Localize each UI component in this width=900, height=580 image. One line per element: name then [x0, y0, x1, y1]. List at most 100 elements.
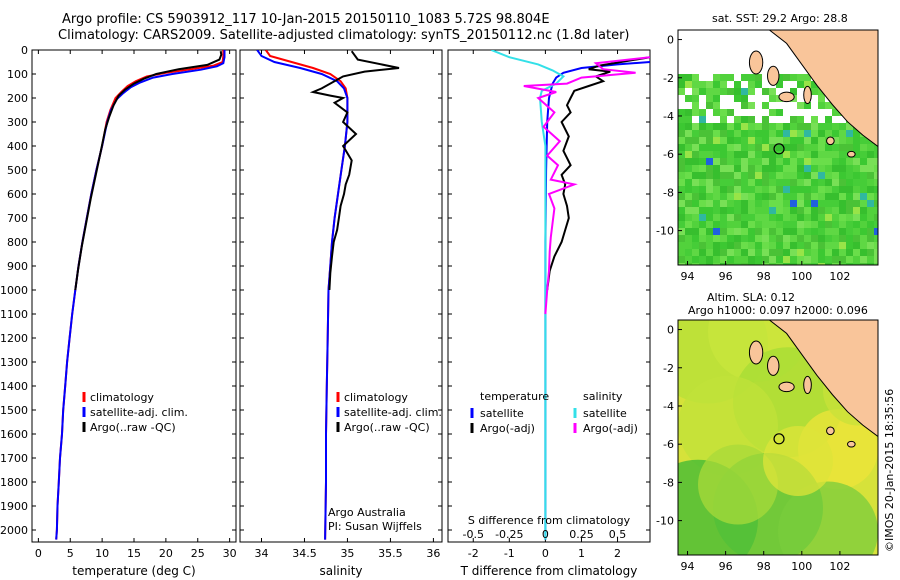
sst-cell [769, 123, 776, 130]
sst-cell [811, 186, 818, 193]
sst-cell [706, 214, 713, 221]
sst-cell [797, 256, 804, 263]
island [847, 440, 856, 448]
depth-tick-label: 1600 [0, 428, 28, 441]
sst-cell [734, 130, 741, 137]
sla-map-title-line2: Argo h1000: 0.097 h2000: 0.096 [688, 304, 868, 317]
sst-cell [685, 193, 692, 200]
sst-cell [797, 81, 804, 88]
sst-cell [776, 109, 783, 116]
top-tick-label: 0.25 [569, 528, 594, 541]
sst-cell [748, 102, 755, 109]
sst-cell [853, 165, 860, 172]
sst-cell [818, 179, 825, 186]
sst-cell [867, 235, 874, 242]
sst-cell [678, 144, 685, 151]
sst-cell [727, 123, 734, 130]
map-x-tick-label: 98 [757, 270, 771, 283]
sst-cell [685, 137, 692, 144]
sst-cell [692, 172, 699, 179]
sst-cell [790, 235, 797, 242]
sst-cell [783, 179, 790, 186]
sst-cell [804, 263, 811, 265]
sst-cell [762, 165, 769, 172]
sst-cell [741, 88, 748, 95]
sst-cell [825, 207, 832, 214]
sst-cell [769, 235, 776, 242]
sst-cell [790, 74, 797, 81]
sst-cell [678, 186, 685, 193]
sst-cell [860, 172, 867, 179]
sst-cell [853, 144, 860, 151]
sst-cell [685, 172, 692, 179]
sst-cell [846, 263, 853, 265]
sst-cell [734, 228, 741, 235]
sst-cell [755, 179, 762, 186]
sst-cell [874, 179, 878, 186]
sst-cell [734, 116, 741, 123]
sst-cell [853, 263, 860, 265]
sst-cell [839, 186, 846, 193]
sst-cell [783, 74, 790, 81]
sst-cell [860, 235, 867, 242]
sst-cell [804, 137, 811, 144]
sst-cell [748, 228, 755, 235]
sst-cell [692, 95, 699, 102]
sst-cell [797, 263, 804, 265]
x-tick-label: 34 [254, 547, 268, 560]
sst-cell [811, 88, 818, 95]
sst-cell [790, 228, 797, 235]
sst-cell [762, 186, 769, 193]
sst-cell [811, 116, 818, 123]
sst-cell [734, 242, 741, 249]
sst-cell [692, 242, 699, 249]
sst-cell [818, 221, 825, 228]
sst-cell [720, 207, 727, 214]
sst-cell [727, 228, 734, 235]
sst-cell [678, 228, 685, 235]
sst-cell [748, 179, 755, 186]
figure-title-line1: Argo profile: CS 5903912_117 10-Jan-2015… [62, 12, 550, 27]
sst-cell [769, 158, 776, 165]
sst-cell [685, 81, 692, 88]
sst-cell [874, 193, 878, 200]
sst-cell [678, 172, 685, 179]
sst-cell [741, 235, 748, 242]
sst-cell [755, 137, 762, 144]
sst-cell [762, 214, 769, 221]
depth-tick-label: 900 [7, 260, 28, 273]
sst-cell [811, 137, 818, 144]
sst-cell [720, 130, 727, 137]
sst-cell [720, 158, 727, 165]
sst-cell [720, 249, 727, 256]
sst-cell [699, 228, 706, 235]
sst-cell [832, 235, 839, 242]
legend-label: Argo(..raw -QC) [344, 421, 430, 434]
sst-cell [853, 186, 860, 193]
sst-cell [867, 256, 874, 263]
x-tick-label: 20 [159, 547, 173, 560]
sst-cell [804, 207, 811, 214]
sst-cell [762, 221, 769, 228]
legend-title: salinity [583, 390, 623, 403]
sst-cell [748, 151, 755, 158]
sst-cell [860, 137, 867, 144]
sst-cell [741, 200, 748, 207]
sst-cell [790, 193, 797, 200]
sst-cell [867, 179, 874, 186]
island [748, 340, 764, 365]
sst-cell [797, 123, 804, 130]
pi-label: PI: Susan Wijffels [328, 520, 422, 533]
sst-cell [825, 165, 832, 172]
sst-cell [685, 249, 692, 256]
sst-cell [713, 193, 720, 200]
sst-cell [811, 256, 818, 263]
sst-cell [846, 165, 853, 172]
sst-cell [713, 207, 720, 214]
map-sst_map: 94 96 98 100 102 0 -2 -4 -6 -8 -10 [656, 29, 879, 283]
sst-cell [741, 151, 748, 158]
sst-cell [846, 235, 853, 242]
sst-cell [860, 186, 867, 193]
sst-cell [692, 200, 699, 207]
sst-cell [692, 235, 699, 242]
